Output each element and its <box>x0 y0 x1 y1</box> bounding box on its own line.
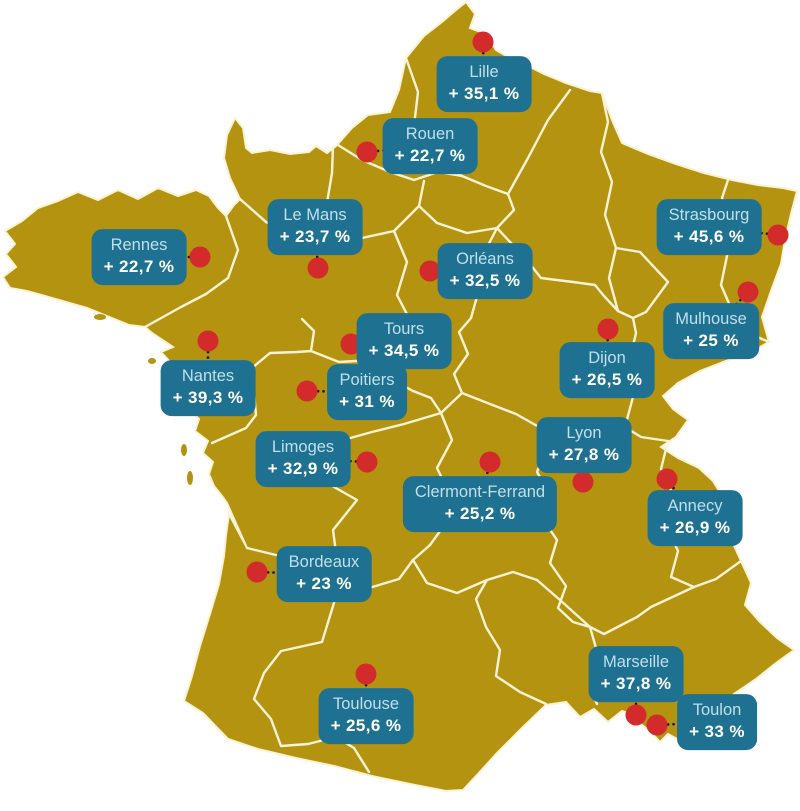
city-dot-limoges <box>356 451 378 473</box>
city-label-toulouse: Toulouse + 25,6 % <box>318 688 414 744</box>
connector-line-strasbourg <box>707 225 780 237</box>
city-name: Le Mans <box>283 206 347 225</box>
region-border <box>411 558 539 595</box>
city-name: Mulhouse <box>675 310 747 329</box>
city-dot-nantes <box>197 330 219 352</box>
region-border <box>143 214 240 329</box>
city-label-rouen: Rouen + 22,7 % <box>382 118 478 174</box>
city-name: Orléans <box>456 250 514 269</box>
city-label-lemans: Le Mans + 23,7 % <box>267 199 363 255</box>
city-value: + 22,7 % <box>103 257 175 277</box>
city-dot-toulon <box>646 714 668 736</box>
city-dot-poitiers <box>296 380 318 402</box>
city-label-dijon: Dijon + 26,5 % <box>559 342 655 398</box>
city-dot-annecy <box>656 468 678 490</box>
region-border <box>474 578 548 706</box>
city-label-mulhouse: Mulhouse + 25 % <box>663 303 759 359</box>
city-dot-clermont <box>479 451 501 473</box>
island <box>148 358 156 364</box>
city-dot-marseille <box>625 704 647 726</box>
city-value: + 35,1 % <box>448 84 520 104</box>
city-name: Rennes <box>110 236 168 255</box>
city-value: + 31 % <box>339 392 395 412</box>
city-label-annecy: Annecy + 26,9 % <box>647 490 743 546</box>
city-name: Lyon <box>566 424 602 443</box>
city-name: Bordeaux <box>288 553 360 572</box>
connector-line-rouen <box>365 144 432 154</box>
region-border <box>535 559 743 636</box>
city-dot-rouen <box>356 141 378 163</box>
city-name: Nantes <box>181 367 235 386</box>
city-value: + 23,7 % <box>279 227 351 247</box>
city-dots <box>189 31 789 736</box>
city-dot-lille <box>472 31 494 53</box>
city-value: + 37,8 % <box>600 674 672 694</box>
city-value: + 23 % <box>296 574 352 594</box>
city-value: + 25,6 % <box>330 716 402 736</box>
city-name: Limoges <box>271 438 335 457</box>
city-value: + 22,7 % <box>394 146 466 166</box>
region-border <box>506 88 572 196</box>
city-value: + 32,9 % <box>267 459 339 479</box>
city-label-clermont: Clermont-Ferrand + 25,2 % <box>402 476 558 532</box>
city-name: Marseille <box>602 653 670 672</box>
city-label-strasbourg: Strasbourg + 45,6 % <box>656 199 762 255</box>
city-dot-orleans <box>419 260 441 282</box>
region-border <box>210 349 402 445</box>
city-value: + 27,8 % <box>548 445 620 465</box>
city-dot-bordeaux <box>246 561 268 583</box>
city-label-bordeaux: Bordeaux + 23 % <box>276 546 372 602</box>
island <box>187 471 193 485</box>
city-dot-mulhouse <box>737 281 759 303</box>
city-dot-lemans <box>307 257 329 279</box>
city-value: + 25 % <box>683 331 739 351</box>
city-label-tours: Tours + 34,5 % <box>356 313 452 369</box>
city-value: + 32,5 % <box>449 271 521 291</box>
city-dot-dijon <box>597 318 619 340</box>
city-name: Rouen <box>405 125 455 144</box>
island <box>94 314 106 320</box>
city-name: Tours <box>383 320 425 339</box>
city-value: + 39,3 % <box>172 388 244 408</box>
city-label-lyon: Lyon + 27,8 % <box>536 417 632 473</box>
island <box>181 444 187 456</box>
city-name: Lille <box>469 63 499 82</box>
city-dot-toulouse <box>355 663 377 685</box>
city-label-lille: Lille + 35,1 % <box>436 56 532 112</box>
city-name: Strasbourg <box>668 206 750 225</box>
city-value: + 33 % <box>689 722 745 742</box>
city-name: Dijon <box>588 349 626 368</box>
city-name: Toulon <box>692 701 742 720</box>
city-value: + 26,9 % <box>659 518 731 538</box>
city-value: + 26,5 % <box>571 370 643 390</box>
islands <box>94 314 193 485</box>
city-label-limoges: Limoges + 32,9 % <box>255 431 351 487</box>
city-label-orleans: Orléans + 32,5 % <box>437 243 533 299</box>
city-value: + 34,5 % <box>368 341 440 361</box>
city-name: Poitiers <box>339 371 395 390</box>
city-label-poitiers: Poitiers + 31 % <box>327 364 407 420</box>
region-border <box>341 411 443 442</box>
region-border <box>300 317 316 353</box>
city-value: + 25,2 % <box>444 504 516 524</box>
city-label-toulon: Toulon + 33 % <box>677 694 757 750</box>
city-dot-rennes <box>189 246 211 268</box>
city-dot-lyon <box>572 471 594 493</box>
city-label-rennes: Rennes + 22,7 % <box>91 229 187 285</box>
region-border <box>599 91 620 313</box>
city-label-marseille: Marseille + 37,8 % <box>588 646 684 702</box>
city-name: Annecy <box>667 497 723 516</box>
city-name: Toulouse <box>332 695 400 714</box>
region-border <box>614 246 670 320</box>
city-label-nantes: Nantes + 39,3 % <box>160 360 256 416</box>
city-value: + 45,6 % <box>673 227 745 247</box>
city-dot-tours <box>340 333 362 355</box>
city-name: Clermont-Ferrand <box>414 483 546 502</box>
city-dot-strasbourg <box>767 224 789 246</box>
